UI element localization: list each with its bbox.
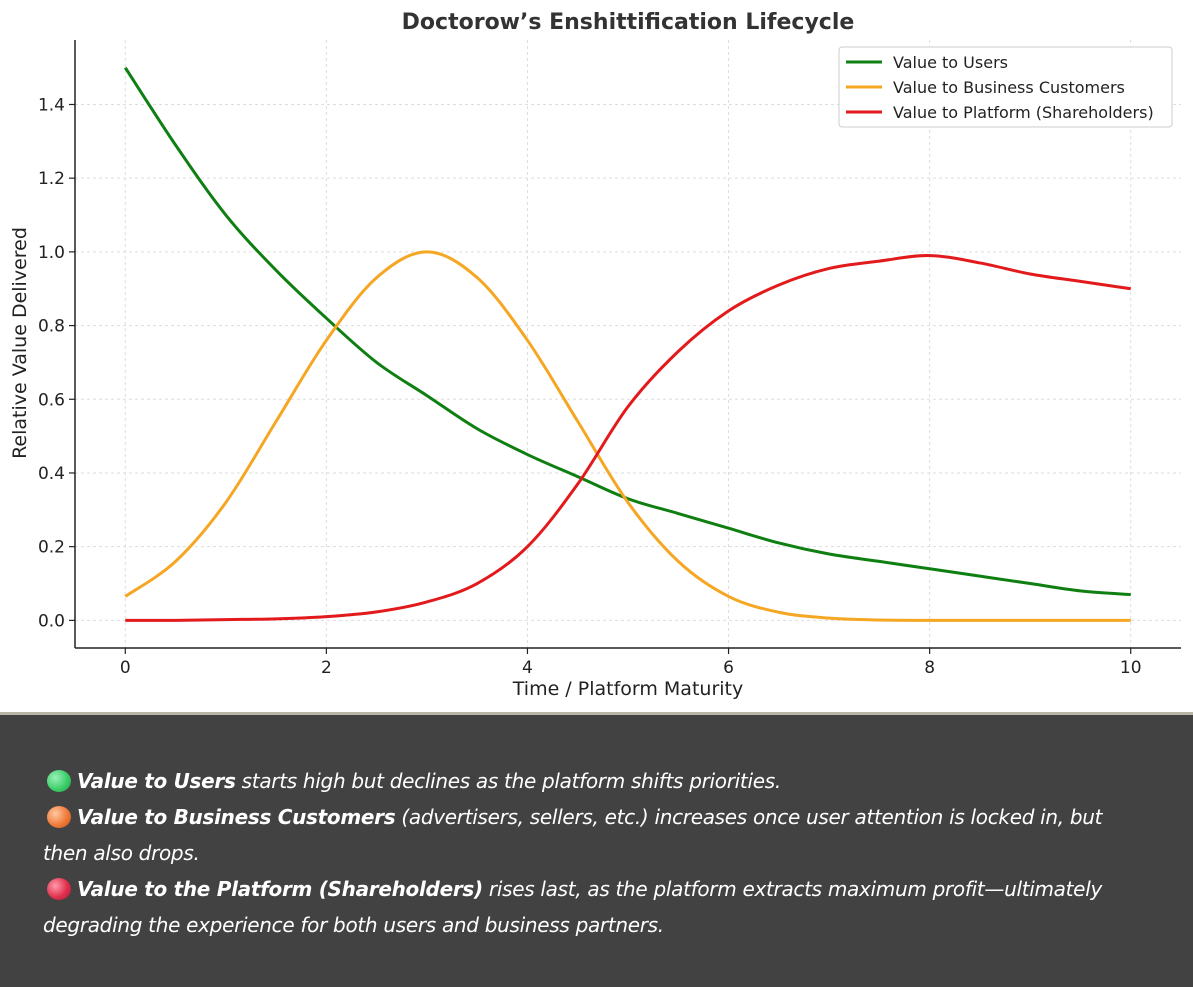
x-axis-label: Time / Platform Maturity — [512, 678, 743, 700]
x-tick-label: 10 — [1120, 658, 1142, 678]
caption-users-text: starts high but declines as the platform… — [235, 769, 782, 793]
chart-title: Doctorow’s Enshittification Lifecycle — [402, 10, 855, 35]
x-tick-label: 6 — [723, 658, 734, 678]
legend-item-users: Value to Users — [893, 53, 1008, 72]
caption-platform-text: rises last, as the platform extracts max… — [482, 877, 1102, 901]
caption-line-business: Value to Business Customers (advertisers… — [43, 799, 1163, 835]
y-tick-label: 0.0 — [38, 611, 65, 631]
caption-panel: Value to Users starts high but declines … — [0, 715, 1193, 987]
caption-users-title: Value to Users — [77, 769, 236, 793]
line-chart: Doctorow’s Enshittification Lifecycle 0 2… — [9, 10, 1181, 700]
x-tick-label: 0 — [120, 658, 131, 678]
caption-business-title: Value to Business Customers — [77, 805, 396, 829]
series-group — [124, 66, 1131, 622]
y-axis-label: Relative Value Delivered — [9, 227, 31, 459]
green-dot-icon — [47, 770, 71, 792]
y-tick-label: 1.0 — [38, 243, 65, 263]
chart-panel: Doctorow’s Enshittification Lifecycle 0 2… — [0, 0, 1193, 715]
series-platform-line — [125, 254, 1131, 622]
y-tick-label: 1.4 — [38, 95, 65, 115]
y-tick-label: 0.2 — [38, 538, 65, 558]
caption-line-users: Value to Users starts high but declines … — [43, 763, 1163, 799]
axes: 0 2 4 6 8 10 0.0 0.2 0.4 0.6 0.8 1.0 1.2 1.4 — [38, 40, 1181, 678]
caption-line-business-cont: then also drops. — [43, 841, 200, 865]
legend-item-platform: Value to Platform (Shareholders) — [893, 103, 1154, 122]
orange-dot-icon — [47, 806, 71, 828]
caption-platform-title: Value to the Platform (Shareholders) — [77, 877, 483, 901]
caption-line-platform-cont: degrading the experience for both users … — [43, 913, 664, 937]
x-tick-label: 2 — [321, 658, 332, 678]
series-users-line — [124, 66, 1131, 597]
red-dot-icon — [47, 878, 71, 900]
y-tick-label: 1.2 — [38, 169, 65, 189]
caption-line-platform: Value to the Platform (Shareholders) ris… — [43, 871, 1163, 907]
y-tick-label: 0.8 — [38, 317, 65, 337]
y-tick-label: 0.4 — [38, 464, 65, 484]
x-tick-label: 4 — [522, 658, 533, 678]
legend: Value to Users Value to Business Customer… — [838, 46, 1173, 128]
series-business-line — [124, 250, 1131, 622]
legend-item-business: Value to Business Customers — [893, 78, 1125, 97]
grid — [75, 40, 1181, 648]
caption-business-text: (advertisers, sellers, etc.) increases o… — [395, 805, 1103, 829]
legend-box — [838, 46, 1173, 128]
y-tick-label: 0.6 — [38, 390, 65, 410]
x-tick-label: 8 — [924, 658, 935, 678]
